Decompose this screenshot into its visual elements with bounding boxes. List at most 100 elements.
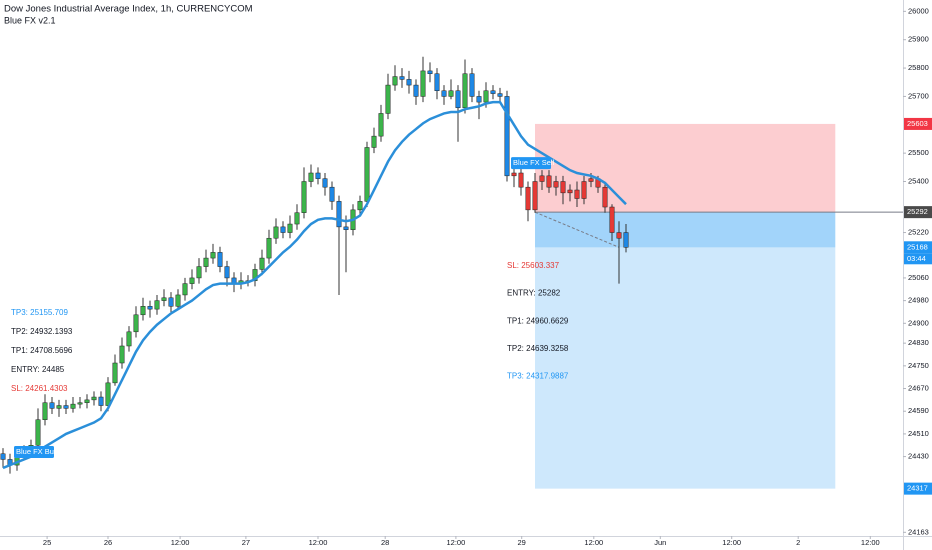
candle-body xyxy=(189,277,195,284)
candle-body xyxy=(392,76,398,86)
price-label: 24317 xyxy=(907,484,928,493)
signal-label: Blue FX Sell xyxy=(513,158,555,167)
candle-body xyxy=(126,331,132,347)
sell-level: TP3: 24317.9887 xyxy=(507,372,569,381)
candle-body xyxy=(378,113,384,137)
y-tick-label: 24750 xyxy=(908,361,929,370)
candle-body xyxy=(343,226,349,230)
x-tick-label: 26 xyxy=(104,538,112,547)
price-label-bg xyxy=(904,241,932,254)
candle-body xyxy=(98,396,104,406)
candle-body xyxy=(259,257,265,270)
candle-body xyxy=(504,96,510,177)
candle-body xyxy=(385,84,391,114)
candle-body xyxy=(140,306,146,316)
candle-body xyxy=(294,212,300,225)
buy-level: TP1: 24708.5696 xyxy=(11,346,73,355)
y-tick-label: 25400 xyxy=(908,176,929,185)
candle-body xyxy=(203,257,209,267)
x-tick-label: 28 xyxy=(381,538,389,547)
candle-body xyxy=(441,90,447,97)
candle-body xyxy=(217,252,223,267)
candle-body xyxy=(77,402,83,405)
y-tick-label: 24430 xyxy=(908,452,929,461)
candle-body xyxy=(49,402,55,409)
price-label-bg xyxy=(904,482,932,495)
candle-body xyxy=(119,345,125,364)
sell-level: SL: 25603.337 xyxy=(507,261,560,270)
candle-body xyxy=(420,70,426,97)
candle-body xyxy=(455,90,461,109)
profit-zone xyxy=(535,212,836,248)
chart-title: Dow Jones Industrial Average Index, 1h, … xyxy=(4,4,253,15)
candle-body xyxy=(539,175,545,182)
candle-body xyxy=(0,453,6,460)
candle-body xyxy=(497,93,503,97)
candle-body xyxy=(434,73,440,92)
x-tick-label: 27 xyxy=(242,538,250,547)
candle-body xyxy=(315,172,321,179)
x-tick-label: 25 xyxy=(43,538,51,547)
buy-level: TP2: 24932.1393 xyxy=(11,327,73,336)
candle-body xyxy=(413,84,419,97)
y-tick-label: 24830 xyxy=(908,338,929,347)
stop-zone xyxy=(535,123,836,213)
candle-body xyxy=(581,181,587,199)
candle-body xyxy=(252,269,258,282)
candle-body xyxy=(357,201,363,211)
sell-level: TP1: 24960.6629 xyxy=(507,316,569,325)
candle-body xyxy=(91,396,97,401)
candle-body xyxy=(399,76,405,80)
signal-badge xyxy=(511,157,551,170)
candle-body xyxy=(84,399,90,403)
x-tick-label: Jun xyxy=(654,538,666,547)
candle-body xyxy=(476,96,482,103)
y-tick-label: 25500 xyxy=(908,148,929,157)
trade-path xyxy=(534,211,620,248)
candle-body xyxy=(224,266,230,279)
signal-badge xyxy=(14,446,54,459)
countdown-bg xyxy=(904,253,932,265)
candle-body xyxy=(168,297,174,307)
candle-body xyxy=(336,201,342,228)
candle-body xyxy=(525,186,531,211)
x-tick-label: 12:00 xyxy=(722,538,741,547)
candle-body xyxy=(175,294,181,307)
x-tick-label: 12:00 xyxy=(309,538,328,547)
candle-body xyxy=(196,266,202,279)
candle-body xyxy=(623,232,629,248)
y-tick-label: 26000 xyxy=(908,6,929,15)
candle-body xyxy=(329,186,335,202)
candle-body xyxy=(280,226,286,233)
price-label: 25603 xyxy=(907,119,928,128)
x-tick-label: 12:00 xyxy=(171,538,190,547)
buy-level: TP3: 25155.709 xyxy=(11,308,68,317)
x-tick-label: 12:00 xyxy=(861,538,880,547)
x-tick-label: 12:00 xyxy=(584,538,603,547)
moving-average xyxy=(2,100,627,470)
candle-body xyxy=(560,181,566,194)
sell-level: TP2: 24639.3258 xyxy=(507,344,569,353)
candle-body xyxy=(322,178,328,188)
candle-body xyxy=(63,405,69,409)
candle-body xyxy=(574,189,580,199)
candle-body xyxy=(56,405,62,409)
candle-body xyxy=(273,226,279,239)
candle-body xyxy=(490,90,496,94)
sell-level: ENTRY: 25282 xyxy=(507,289,561,298)
candle-body xyxy=(112,362,118,384)
candle-body xyxy=(308,172,314,182)
candle-body xyxy=(511,172,517,177)
buy-level: ENTRY: 24485 xyxy=(11,365,65,374)
x-tick-label: 29 xyxy=(518,538,526,547)
candle-body xyxy=(154,300,160,310)
candle-body xyxy=(266,237,272,259)
candle-body xyxy=(483,90,489,103)
candle-body xyxy=(406,79,412,86)
candle-body xyxy=(448,90,454,97)
price-label-bg xyxy=(904,206,932,219)
candle-body xyxy=(364,147,370,202)
y-tick-label: 24670 xyxy=(908,384,929,393)
candle-body xyxy=(567,189,573,194)
